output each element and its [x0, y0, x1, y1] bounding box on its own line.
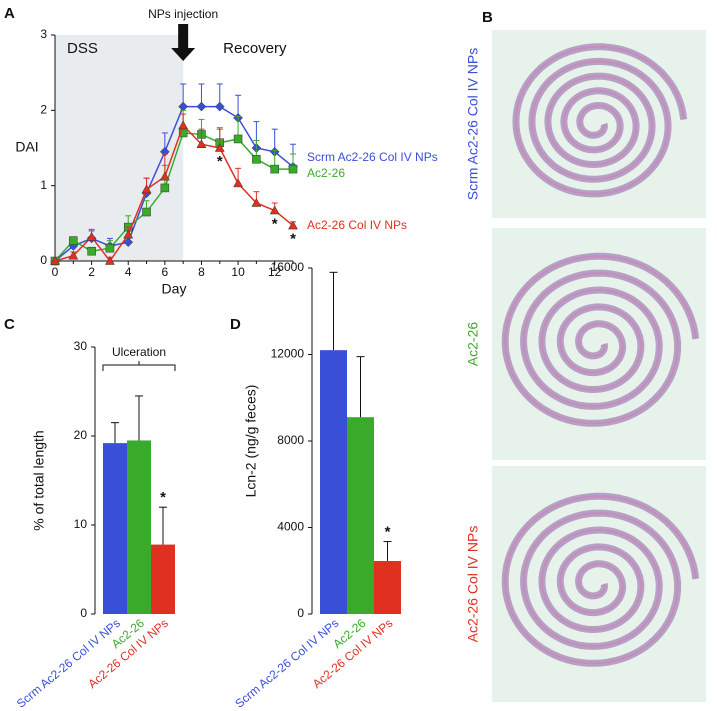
significance: * — [272, 215, 278, 232]
x-tick-label: 0 — [52, 265, 59, 279]
y-tick-label: 0 — [40, 253, 47, 267]
x-tick-label: 12 — [268, 265, 282, 279]
y-axis-label: % of total length — [31, 430, 47, 530]
marker — [87, 246, 96, 256]
shaded-region — [55, 35, 184, 261]
bar — [374, 561, 401, 614]
image-label: Scrm Ac2-26 Col IV NPs — [465, 48, 481, 201]
bracket — [102, 361, 176, 371]
marker — [86, 231, 97, 241]
x-tick-label: 4 — [125, 265, 132, 279]
marker — [270, 164, 279, 174]
y-axis-label: DAI — [15, 139, 38, 155]
arrow — [171, 24, 196, 61]
x-tick-label: 8 — [198, 265, 205, 279]
marker — [159, 171, 170, 181]
y-tick-label: 30 — [74, 339, 88, 353]
bar — [127, 440, 151, 614]
marker — [252, 155, 261, 164]
marker — [269, 205, 280, 215]
marker — [141, 184, 152, 194]
annotation: NPs injection — [148, 7, 218, 21]
marker — [160, 183, 170, 193]
marker — [196, 139, 207, 148]
y-tick-label: 4000 — [277, 520, 304, 534]
y-tick-label: 3 — [40, 27, 47, 41]
marker — [214, 142, 225, 152]
marker — [142, 207, 151, 217]
y-tick-label: 12000 — [271, 347, 305, 361]
y-tick-label: 2 — [40, 103, 47, 117]
marker — [50, 255, 60, 265]
region-label: Recovery — [223, 40, 287, 57]
image-label: Ac2-26 — [465, 322, 481, 367]
x-tick-label: 10 — [231, 265, 245, 279]
marker — [105, 243, 115, 253]
panel-label: D — [230, 316, 241, 333]
panel-label: C — [4, 316, 15, 333]
y-tick-label: 20 — [74, 428, 88, 442]
marker — [68, 250, 79, 260]
y-tick-label: 8000 — [277, 433, 304, 447]
bar — [151, 544, 175, 614]
legend-label: Ac2-26 — [307, 166, 345, 180]
marker — [233, 178, 244, 188]
y-tick-label: 0 — [297, 606, 304, 620]
panel-label: A — [4, 5, 15, 22]
marker — [123, 229, 134, 239]
image-label: Ac2-26 Col IV NPs — [465, 526, 481, 643]
marker — [104, 255, 115, 265]
x-tick-label: 6 — [162, 265, 169, 279]
marker — [288, 220, 298, 230]
marker — [233, 134, 243, 144]
bar — [320, 350, 347, 614]
y-axis-label: Lcn-2 (ng/g feces) — [243, 385, 259, 498]
significance: * — [385, 524, 391, 541]
y-tick-label: 16000 — [271, 260, 305, 274]
marker — [196, 101, 207, 112]
marker — [123, 237, 134, 248]
x-tick-label: 2 — [88, 265, 95, 279]
legend-label: Scrm Ac2-26 Col IV NPs — [307, 150, 438, 164]
tissue-spiral-edge — [504, 255, 697, 425]
significance: * — [290, 231, 296, 248]
marker — [69, 236, 78, 245]
y-tick-label: 0 — [80, 606, 87, 620]
marker — [251, 197, 262, 207]
y-tick-label: 1 — [40, 178, 47, 192]
marker — [214, 101, 225, 112]
x-axis-label: Day — [162, 281, 187, 297]
marker — [288, 164, 298, 174]
bracket-label: Ulceration — [112, 345, 166, 359]
line — [54, 124, 294, 263]
tissue-spiral-edge — [504, 495, 697, 665]
significance: * — [160, 489, 166, 506]
bar — [103, 443, 127, 614]
marker — [178, 120, 189, 130]
bar — [347, 417, 374, 614]
significance: * — [217, 153, 223, 170]
y-tick-label: 10 — [74, 517, 88, 531]
legend-label: Ac2-26 Col IV NPs — [307, 218, 407, 232]
region-label: DSS — [67, 40, 98, 57]
x-tick-label: Scrm Ac2-26 Col IV NPs — [232, 616, 341, 711]
panel-label: B — [482, 9, 493, 26]
tissue-spiral-edge — [514, 45, 685, 195]
